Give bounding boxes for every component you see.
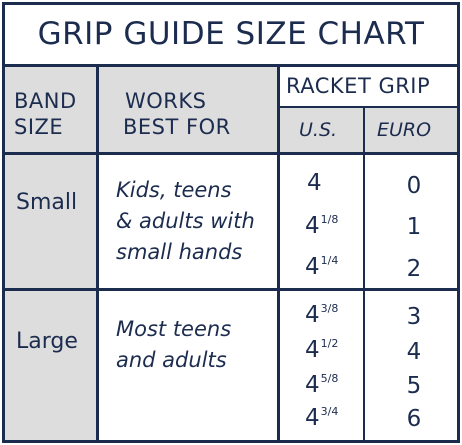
euro-size: 2 xyxy=(406,256,422,282)
desc-small-line1: Kids, teens xyxy=(116,178,232,202)
desc-large-line1: Most teens xyxy=(116,317,232,341)
us-size: 41/8 xyxy=(305,213,339,239)
us-size: 4 xyxy=(307,170,322,196)
us-size: 43/4 xyxy=(305,405,339,431)
euro-size: 6 xyxy=(406,406,422,432)
desc-small: Kids, teens & adults with small hands xyxy=(116,175,255,268)
header-works-best-for: WORKS BEST FOR xyxy=(123,88,231,140)
band-large-cell-bg xyxy=(5,290,98,440)
header-works-cell-bg xyxy=(98,66,278,154)
desc-large: Most teens and adults xyxy=(116,314,231,376)
header-band-line2: SIZE xyxy=(14,115,64,139)
us-size: 43/8 xyxy=(305,302,339,328)
header-us-cell-bg xyxy=(278,108,364,154)
euro-size: 5 xyxy=(406,373,422,399)
header-euro: EURO xyxy=(377,119,432,141)
header-euro-cell-bg xyxy=(364,108,457,154)
euro-size: 3 xyxy=(406,304,422,330)
header-us: U.S. xyxy=(299,119,338,141)
col-divider-2 xyxy=(277,66,280,440)
desc-large-line2: and adults xyxy=(116,348,227,372)
euro-size: 0 xyxy=(406,173,422,199)
header-band-cell-bg xyxy=(5,66,98,154)
band-small-cell-bg xyxy=(5,154,98,290)
header-band-size: BAND SIZE xyxy=(14,88,77,140)
title-divider xyxy=(5,64,457,67)
us-size: 45/8 xyxy=(305,372,339,398)
chart-title: GRIP GUIDE SIZE CHART xyxy=(37,16,425,52)
racket-grip-divider xyxy=(278,106,457,108)
header-band-line1: BAND xyxy=(14,89,77,113)
band-small-label: Small xyxy=(16,190,78,215)
band-large-label: Large xyxy=(16,329,78,354)
header-works-line1: WORKS xyxy=(125,89,207,113)
header-racket-grip: RACKET GRIP xyxy=(286,74,431,98)
euro-size: 4 xyxy=(406,339,422,365)
us-size: 41/4 xyxy=(305,254,339,280)
euro-size: 1 xyxy=(406,214,422,240)
desc-small-line2: & adults with xyxy=(116,209,255,233)
header-works-line2: BEST FOR xyxy=(123,115,231,139)
us-size: 41/2 xyxy=(305,337,339,363)
col-divider-3 xyxy=(363,106,365,440)
row-divider xyxy=(5,288,457,291)
desc-small-line3: small hands xyxy=(116,240,243,264)
header-divider xyxy=(5,152,457,155)
col-divider-1 xyxy=(96,66,99,440)
